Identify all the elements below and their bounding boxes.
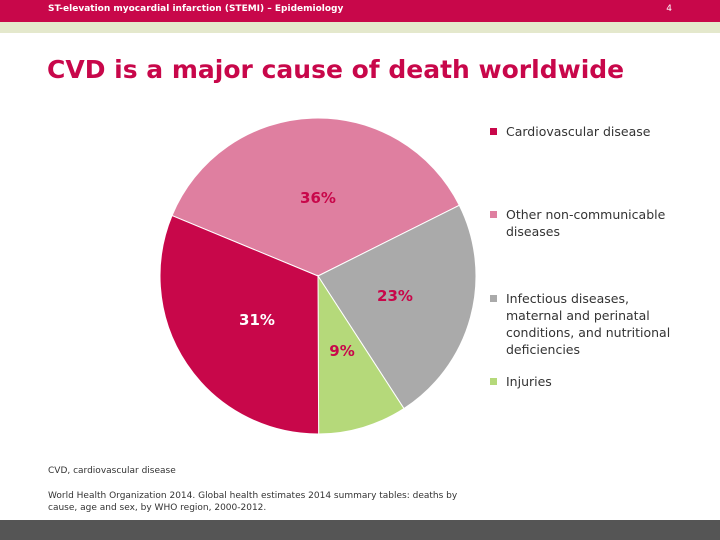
pie-slice-cardiovascular (159, 214, 320, 435)
page-title: CVD is a major cause of death worldwide (47, 55, 625, 84)
abbreviation-footnote: CVD, cardiovascular disease (48, 466, 176, 476)
pie-slice-injuries (317, 274, 405, 435)
header-subbar (0, 22, 720, 33)
legend-swatch (490, 295, 497, 302)
pie-data-label: 23% (377, 287, 413, 305)
pie-data-label: 31% (239, 311, 275, 329)
pie-slice-infectious (317, 204, 477, 410)
header-text: ST-elevation myocardial infarction (STEM… (48, 4, 344, 14)
header-bar: ST-elevation myocardial infarction (STEM… (0, 0, 720, 22)
legend-label: Infectious diseases, maternal and perina… (506, 291, 671, 357)
pie-data-label: 36% (300, 189, 336, 207)
footer-bar (0, 520, 720, 540)
legend-label: Injuries (506, 374, 552, 389)
legend-swatch (490, 211, 497, 218)
reference-footnote: World Health Organization 2014. Global h… (48, 491, 458, 513)
pie-slice-other (171, 117, 460, 277)
legend-swatch (490, 128, 497, 135)
legend-item-injuries: Injuries (490, 373, 690, 390)
pie-data-label: 9% (329, 342, 354, 360)
legend-label: Other non-communicable diseases (506, 207, 666, 239)
page-number: 4 (666, 4, 672, 14)
legend-swatch (490, 378, 497, 385)
legend-item-other-ncd: Other non-communicable diseases (490, 206, 690, 240)
legend-item-infectious: Infectious diseases, maternal and perina… (490, 290, 690, 358)
legend-item-cardiovascular: Cardiovascular disease (490, 123, 690, 140)
legend-label: Cardiovascular disease (506, 124, 651, 139)
